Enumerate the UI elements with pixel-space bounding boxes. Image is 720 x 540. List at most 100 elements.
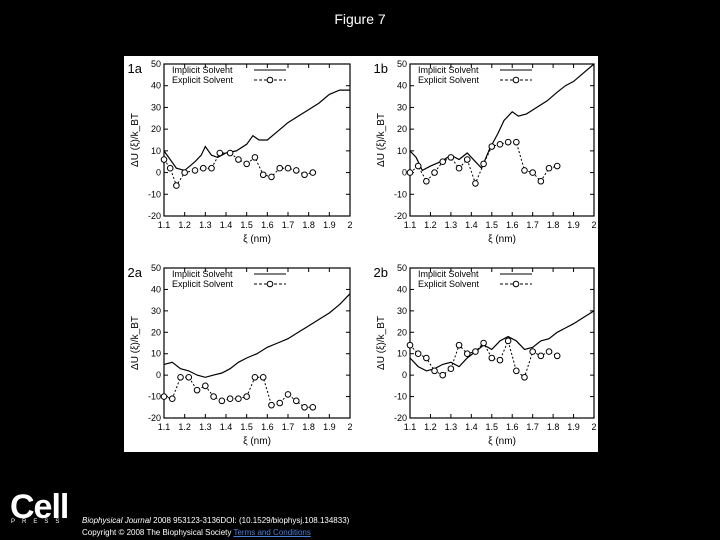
data-point [423, 177, 430, 185]
x-axis-label: ξ (nm) [243, 436, 271, 447]
y-tick-label: -20 [394, 413, 407, 423]
data-point [553, 352, 561, 360]
y-axis-label: ΔU (ξ)/k_BT [376, 316, 387, 370]
data-point [513, 367, 520, 375]
data-point [529, 348, 536, 355]
y-tick-label: 50 [397, 263, 407, 273]
figure-title: Figure 7 [334, 11, 386, 27]
data-point [504, 138, 512, 146]
y-tick-label: 0 [402, 168, 407, 178]
data-point [226, 149, 234, 157]
x-tick-label: 1.6 [506, 422, 519, 432]
data-point [160, 393, 168, 400]
y-tick-label: 0 [156, 168, 161, 178]
x-tick-label: 1.9 [567, 220, 580, 230]
x-tick-label: 1.3 [445, 422, 458, 432]
y-tick-label: 50 [151, 59, 161, 69]
x-tick-label: 1.4 [220, 220, 233, 230]
data-point [199, 164, 207, 172]
data-point [268, 401, 275, 409]
data-point [235, 156, 242, 163]
y-tick-label: 20 [151, 327, 161, 337]
copyright-text: Copyright © 2008 The Biophysical Society [82, 528, 232, 537]
series-line-implicit [163, 89, 350, 172]
x-tick-label: 1.4 [465, 422, 478, 432]
data-point [504, 337, 512, 345]
y-tick-label: 0 [402, 370, 407, 380]
data-point [181, 169, 188, 176]
x-tick-label: 1.7 [526, 422, 539, 432]
data-point [268, 173, 275, 181]
x-tick-label: 1.4 [220, 422, 233, 432]
data-point [472, 180, 479, 187]
x-tick-label: 1.5 [486, 220, 499, 230]
data-point [447, 365, 455, 373]
data-point [406, 341, 414, 349]
x-tick-label: 1.4 [465, 220, 478, 230]
chart-panel-2a: 50 40 30 20 10 0 -10 -201.1 1.2 1.3 1.4 1.5 1.6 1.7 1.… [128, 263, 353, 447]
y-axis-label: ΔU (ξ)/k_BT [130, 316, 141, 370]
data-point [191, 167, 199, 174]
copyright-line: Copyright © 2008 The Biophysical Society… [82, 528, 311, 537]
legend-entry: Implicit Solvent [172, 269, 233, 279]
x-tick-label: 1.7 [282, 220, 295, 230]
x-tick-label: 1.8 [547, 422, 560, 432]
terms-link[interactable]: Terms and Conditions [233, 528, 311, 537]
data-point [463, 350, 471, 358]
data-point [216, 149, 224, 157]
y-axis-label: ΔU (ξ)/k_BT [376, 113, 387, 167]
y-tick-label: 20 [397, 327, 407, 337]
data-point [166, 164, 174, 172]
y-tick-label: 30 [397, 306, 407, 316]
data-point [301, 403, 308, 411]
panel-label: 1a [128, 61, 143, 76]
data-point [259, 373, 267, 381]
data-point [496, 141, 504, 148]
data-point [301, 171, 308, 179]
y-tick-label: 20 [151, 124, 161, 134]
y-tick-label: 10 [151, 349, 161, 359]
data-point [521, 373, 528, 381]
data-point [455, 164, 463, 172]
legend-marker [512, 280, 520, 288]
x-tick-label: 1.5 [240, 422, 253, 432]
data-point [447, 154, 455, 161]
y-tick-label: 10 [397, 349, 407, 359]
data-point [185, 373, 193, 381]
x-tick-label: 1.6 [261, 422, 274, 432]
plot-frame [409, 63, 595, 217]
data-point [168, 395, 176, 403]
plot-frame [409, 267, 595, 419]
y-tick-label: -10 [148, 189, 161, 199]
data-point [259, 171, 267, 179]
data-point [414, 162, 422, 170]
data-point [160, 156, 168, 163]
data-point [439, 371, 447, 379]
data-point [243, 393, 250, 400]
y-tick-label: 40 [151, 81, 161, 91]
y-tick-label: -20 [148, 413, 161, 423]
data-point [292, 167, 300, 174]
data-point [455, 341, 463, 349]
x-tick-label: 2 [591, 422, 596, 432]
data-point [243, 160, 250, 168]
chart-panel-1a: 50 40 30 20 10 0 -10 -201.1 1.2 1.3 1.4 1.5 1.6 1.7 1.… [128, 59, 353, 245]
chart-panel-2b: 50 40 30 20 10 0 -10 -201.1 1.2 1.3 1.4 1.5 1.6 1.7 1.… [374, 263, 597, 447]
data-point [208, 164, 215, 172]
x-tick-label: 1.5 [240, 220, 253, 230]
data-point [210, 393, 217, 400]
x-tick-label: 1.9 [567, 422, 580, 432]
press-label: PRESS [11, 519, 67, 525]
data-point [276, 399, 284, 407]
x-tick-label: 1.3 [445, 220, 458, 230]
data-point [529, 169, 536, 176]
x-tick-label: 1.7 [282, 422, 295, 432]
x-tick-label: 1.2 [178, 220, 191, 230]
panel-label: 2b [374, 265, 388, 280]
x-tick-label: 1.9 [323, 422, 336, 432]
y-tick-label: -10 [394, 392, 407, 402]
y-tick-label: 30 [397, 102, 407, 112]
data-point [537, 352, 545, 360]
legend-entry: Explicit Solvent [172, 75, 234, 85]
